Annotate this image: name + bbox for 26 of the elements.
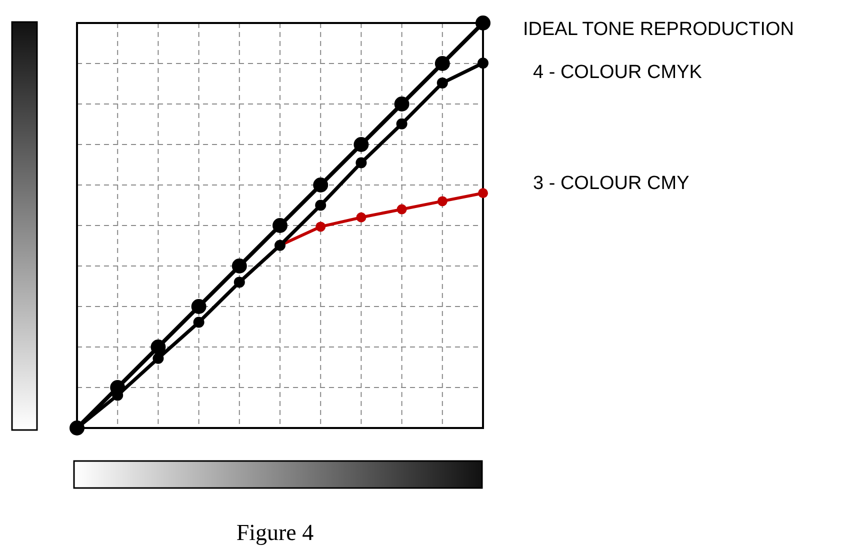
point bbox=[232, 258, 247, 274]
point bbox=[354, 137, 369, 152]
point bbox=[356, 157, 367, 168]
text: 3 - COLOUR CMY bbox=[533, 173, 690, 194]
point bbox=[150, 340, 166, 354]
point bbox=[478, 58, 488, 69]
point bbox=[316, 222, 326, 232]
point bbox=[191, 299, 206, 314]
point bbox=[478, 188, 488, 198]
point bbox=[356, 212, 366, 222]
text: 4 - COLOUR CMYK bbox=[533, 62, 702, 84]
series-label: IDEAL TONE REPRODUCTION bbox=[523, 19, 794, 40]
point bbox=[394, 96, 410, 112]
point bbox=[396, 118, 408, 130]
point bbox=[437, 196, 448, 206]
point bbox=[396, 204, 407, 214]
point bbox=[272, 218, 288, 233]
point bbox=[110, 380, 126, 395]
point bbox=[434, 56, 450, 71]
point bbox=[315, 200, 326, 211]
caption: Figure 4 bbox=[236, 520, 314, 545]
point bbox=[476, 16, 490, 30]
point bbox=[313, 178, 328, 192]
point bbox=[436, 77, 448, 88]
point bbox=[152, 352, 164, 364]
point bbox=[193, 316, 204, 328]
